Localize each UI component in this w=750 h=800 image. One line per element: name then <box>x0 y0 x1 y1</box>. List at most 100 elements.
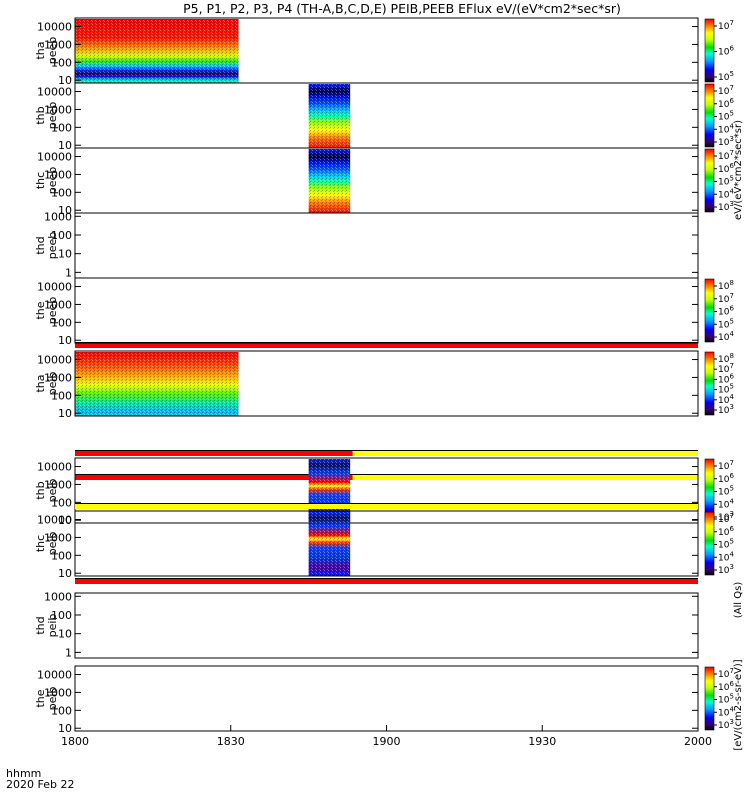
colorbar <box>704 351 715 416</box>
colorbar-tick-label: 106 <box>718 680 734 693</box>
colorbar-tick-label: 105 <box>718 110 734 123</box>
panel-frame <box>74 212 699 279</box>
product-label: peeb <box>46 297 59 325</box>
colorbar-tick-label: 103 <box>718 718 734 731</box>
colorbar-tick-label: 104 <box>718 187 734 200</box>
y-tick-label: 10000 <box>37 21 72 34</box>
y-tick-label: 10 <box>58 334 72 347</box>
colorbar-tick-label: 105 <box>718 317 734 330</box>
colorbar-tick-label: 105 <box>718 693 734 706</box>
y-tick-label: 10 <box>58 567 72 580</box>
panel-tha-peeb: 10 100 1000 10000 tha peeb 105 106 107 <box>34 17 734 87</box>
panel-frame <box>74 665 699 732</box>
probe-label: thd <box>34 236 47 254</box>
colorbar-tick-label: 106 <box>718 97 734 110</box>
y-tick-label: 10000 <box>37 461 72 474</box>
y-tick-label: 10 <box>58 407 72 420</box>
y-tick-label: 1 <box>65 646 72 659</box>
colorbar-unit-peib: [eV/(cm2-s-sr-eV)] <box>733 659 744 750</box>
colorbar-tick-label: 105 <box>718 485 734 498</box>
probe-label: thd <box>34 616 47 634</box>
colorbar-unit-peeb: eV/(eV*cm2*sec*sr) <box>733 120 744 220</box>
spectrogram-texture <box>308 149 351 213</box>
y-tick-label: 10000 <box>37 669 72 682</box>
panel-frame <box>74 147 699 214</box>
colorbar-tick-label: 104 <box>718 550 734 563</box>
product-label: peeb <box>46 232 59 260</box>
y-tick-label: 100 <box>51 56 72 69</box>
mode-bar-segment <box>352 451 698 456</box>
y-tick-label: 100 <box>51 496 72 509</box>
figure-title: P5, P1, P2, P3, P4 (TH-A,B,C,D,E) PEIB,P… <box>183 1 621 16</box>
probe-label: tha <box>34 374 47 392</box>
colorbar-tick-label: 107 <box>718 84 734 97</box>
colorbar-tick-label: 107 <box>718 459 734 472</box>
product-label: peib <box>46 614 59 638</box>
colorbar <box>704 148 715 213</box>
product-label: peib <box>46 479 59 503</box>
spectrogram-texture <box>308 512 351 576</box>
y-tick-label: 10 <box>58 139 72 152</box>
y-tick-label: 10 <box>58 628 72 641</box>
y-tick-label: 10 <box>58 74 72 87</box>
y-tick-label: 1000 <box>44 298 72 311</box>
colorbar-tick-label: 104 <box>718 497 734 510</box>
y-tick-label: 100 <box>51 549 72 562</box>
colorbar-tick-label: 107 <box>718 667 734 680</box>
product-label: peeb <box>46 102 59 130</box>
probe-label: the <box>34 689 47 707</box>
mode-bar-segment <box>352 475 698 480</box>
y-tick-label: 10000 <box>37 281 72 294</box>
colorbar-tick-label: 103 <box>718 135 734 148</box>
product-label: peeb <box>46 167 59 195</box>
y-tick-label: 10000 <box>37 151 72 164</box>
colorbar <box>704 83 715 148</box>
panel-frame <box>74 457 699 524</box>
y-tick-label: 10 <box>58 722 72 735</box>
x-tick-label: 2000 <box>684 735 712 748</box>
mode-bar-segment <box>75 504 698 509</box>
y-tick-label: 10 <box>58 514 72 527</box>
colorbar-tick-label: 105 <box>718 70 734 83</box>
x-tick-label: 1900 <box>373 735 401 748</box>
probe-label: thc <box>34 172 47 189</box>
colorbar-tick-label: 106 <box>718 305 734 318</box>
y-tick-label: 1 <box>65 266 72 279</box>
colorbar-tick-label: 108 <box>718 279 734 292</box>
panel-frame <box>74 82 699 149</box>
y-tick-label: 1000 <box>44 371 72 384</box>
colorbar-tick-label: 105 <box>718 175 734 188</box>
spectrogram-texture <box>75 352 239 416</box>
panel-thd-peeb: 1 10 100 1000 thd peeb <box>34 210 699 279</box>
mode-bar-segment <box>75 343 698 348</box>
colorbar <box>704 666 715 731</box>
probe-label: thb <box>34 106 47 124</box>
colorbar <box>704 278 715 343</box>
panel-frame <box>74 510 699 577</box>
y-tick-label: 1000 <box>44 478 72 491</box>
y-tick-label: 10000 <box>37 354 72 367</box>
colorbar-tick-label: 104 <box>718 705 734 718</box>
y-tick-label: 100 <box>51 389 72 402</box>
panel-frame <box>74 277 699 344</box>
panel-frame <box>74 592 699 659</box>
y-tick-label: 10000 <box>37 86 72 99</box>
y-tick-label: 1000 <box>44 590 72 603</box>
y-tick-label: 100 <box>51 229 72 242</box>
colorbar-tick-label: 103 <box>718 563 734 576</box>
y-tick-label: 1000 <box>44 686 72 699</box>
y-tick-label: 10000 <box>37 514 72 527</box>
colorbar <box>704 511 715 576</box>
y-tick-label: 10 <box>58 248 72 261</box>
date-label: 2020 Feb 22 <box>6 778 74 791</box>
y-tick-label: 1000 <box>44 531 72 544</box>
x-tick-label: 1830 <box>217 735 245 748</box>
product-label: peib <box>46 532 59 556</box>
mode-bar-segment <box>75 475 353 480</box>
colorbar <box>704 18 715 83</box>
